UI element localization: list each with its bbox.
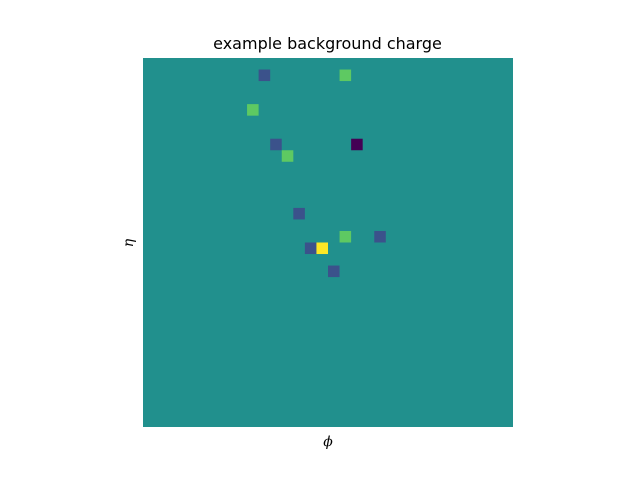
heatmap-cell <box>328 265 340 278</box>
heatmap-cell <box>247 104 259 116</box>
heatmap-cell <box>351 138 363 151</box>
heatmap-cell <box>293 207 305 220</box>
heatmap-cell <box>281 150 294 162</box>
heatmap-cell <box>339 230 352 243</box>
chart-title: example background charge <box>213 34 442 53</box>
heatmap-cell <box>339 69 352 82</box>
heatmap-cell <box>270 138 282 151</box>
heatmap-cells <box>247 69 386 278</box>
x-axis-label: ϕ <box>323 434 333 450</box>
heatmap-cell <box>258 69 271 82</box>
heatmap-cell <box>316 242 328 255</box>
heatmap-cell <box>374 230 386 243</box>
plot-area <box>143 58 513 427</box>
y-axis-label: η <box>121 238 137 247</box>
heatmap-cell <box>304 242 317 255</box>
